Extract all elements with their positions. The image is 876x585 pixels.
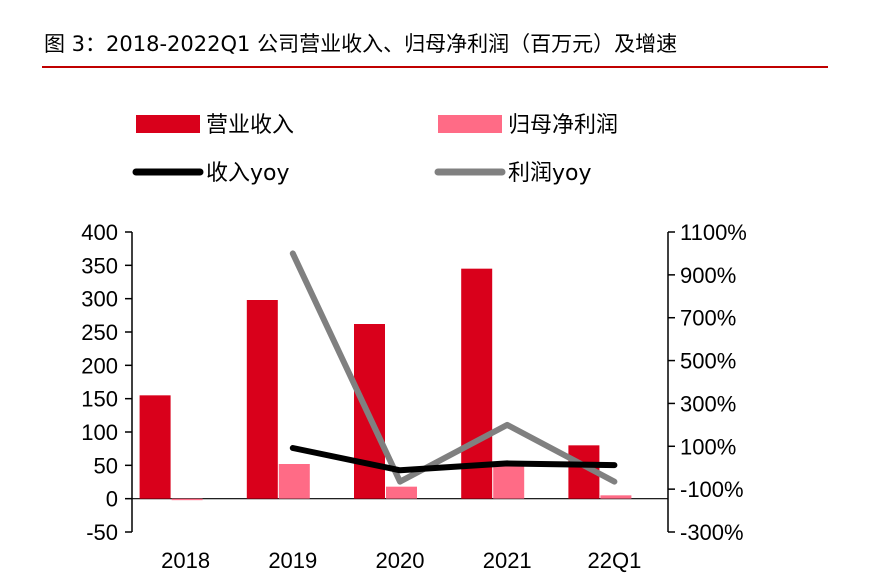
left-tick-label: 50 xyxy=(94,453,118,478)
right-tick-label: 700% xyxy=(680,306,736,331)
right-tick-label: 500% xyxy=(680,349,736,374)
left-tick-label: 100 xyxy=(81,420,118,445)
bar-profit-2019 xyxy=(278,464,310,499)
x-tick-label-2018: 2018 xyxy=(161,548,210,573)
bar-revenue-2019 xyxy=(246,300,278,499)
legend-label-3: 利润yoy xyxy=(508,161,592,186)
left-tick-label: 350 xyxy=(81,253,118,278)
right-tick-label: -300% xyxy=(680,520,744,545)
line-revenue-yoy xyxy=(289,445,618,474)
right-tick-label: 100% xyxy=(680,434,736,459)
x-tick-label-22Q1: 22Q1 xyxy=(587,548,641,573)
left-tick-label: 300 xyxy=(81,287,118,312)
right-tick-label: 1100% xyxy=(680,220,747,245)
lines xyxy=(289,250,618,485)
legend-label-2: 收入yoy xyxy=(206,161,290,186)
axes: 400 350 300 250 200 150 100 50 0 -50 1100% 900% 700%… xyxy=(81,220,747,545)
left-tick-label: 150 xyxy=(81,387,118,412)
left-tick-label: 400 xyxy=(81,220,118,245)
line-profit-yoy xyxy=(289,250,618,485)
chart-title: 图 3：2018-2022Q1 公司营业收入、归母净利润（百万元）及增速 xyxy=(44,32,678,56)
x-tick-label-2020: 2020 xyxy=(376,548,425,573)
right-tick-label: 300% xyxy=(680,391,736,416)
left-tick-label: 250 xyxy=(81,320,118,345)
left-tick-label: 200 xyxy=(81,353,118,378)
x-tick-labels: 2018 2019 2020 2021 22Q1 xyxy=(161,548,641,573)
bar-revenue-2018 xyxy=(139,395,171,499)
title-underline xyxy=(42,66,828,68)
bar-revenue-2021 xyxy=(461,268,493,499)
legend-swatch-1 xyxy=(438,115,502,133)
left-tick-label: 0 xyxy=(106,487,118,512)
bar-profit-2020 xyxy=(386,486,417,499)
right-tick-label: -100% xyxy=(680,477,744,502)
legend-swatch-0 xyxy=(136,115,200,133)
x-tick-label-2021: 2021 xyxy=(483,548,532,573)
bars xyxy=(139,268,632,501)
legend-label-1: 归母净利润 xyxy=(508,113,618,138)
left-tick-label: -50 xyxy=(86,520,118,545)
bar-profit-2021 xyxy=(493,465,525,499)
x-tick-label-2019: 2019 xyxy=(268,548,317,573)
legend-label-0: 营业收入 xyxy=(206,113,294,138)
bar-profit-2018 xyxy=(171,498,203,501)
right-tick-label: 900% xyxy=(680,263,736,288)
bar-profit-22Q1 xyxy=(600,495,632,499)
